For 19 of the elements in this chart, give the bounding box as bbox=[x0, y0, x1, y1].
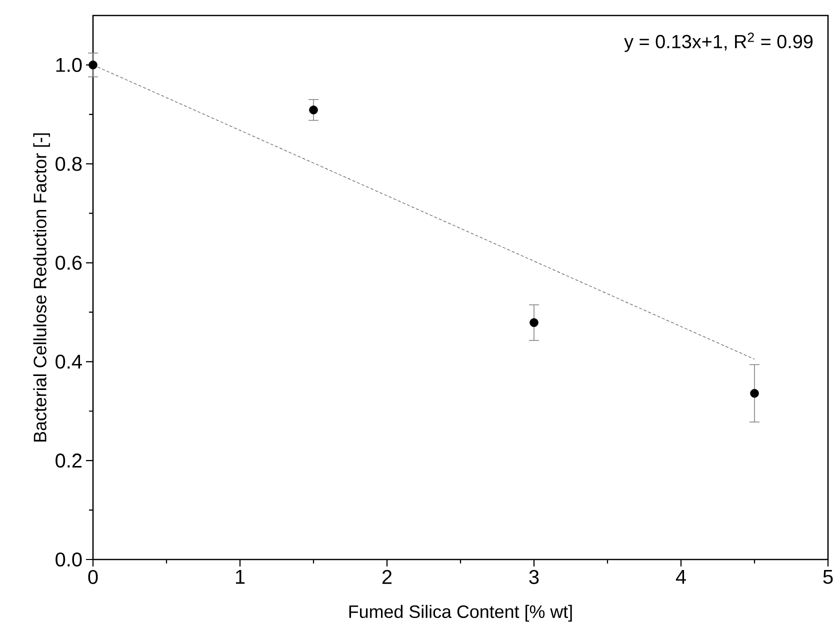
y-tick-label: 0.2 bbox=[56, 454, 82, 468]
x-tick-label: 0 bbox=[88, 570, 98, 584]
point bbox=[530, 318, 538, 327]
annotation: y = 0.13x+1, R$^{2}$ = 0.99 bbox=[624, 32, 813, 52]
x-tick-label: 2 bbox=[382, 570, 392, 584]
x-tick-label: 4 bbox=[676, 570, 686, 584]
point bbox=[88, 60, 98, 70]
y-axis-title: Bacterial Cellulose Reduction Factor [-] bbox=[33, 133, 50, 442]
x-tick-label: 1 bbox=[236, 570, 245, 584]
x-tick-label: 3 bbox=[529, 570, 539, 584]
y-tick-label: 0.6 bbox=[56, 256, 82, 270]
x-tick-label: 5 bbox=[823, 570, 833, 584]
x-axis-title: Fumed Silica Content [% wt] bbox=[349, 604, 572, 622]
y-tick-label: 0.8 bbox=[56, 156, 82, 171]
y-tick-label: 0.0 bbox=[56, 552, 82, 567]
point bbox=[309, 106, 318, 114]
y-tick-label: 0.4 bbox=[56, 354, 82, 369]
point bbox=[750, 388, 759, 398]
y-tick-label: 1.0 bbox=[56, 58, 82, 72]
